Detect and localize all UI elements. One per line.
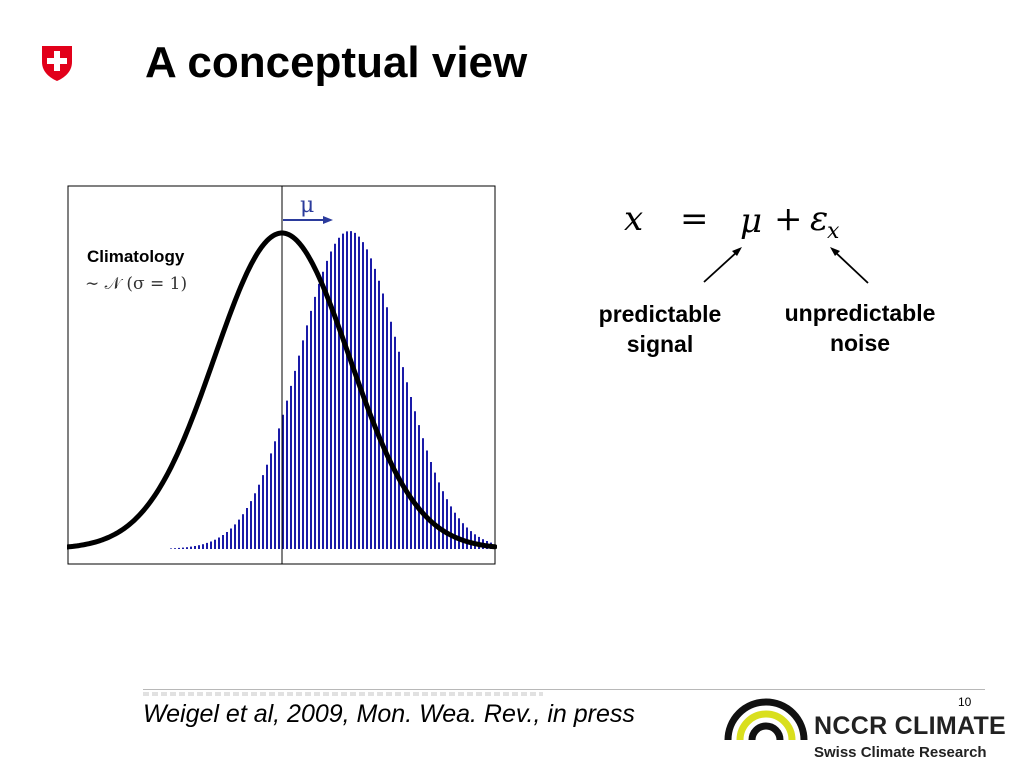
equation-equals: =	[680, 199, 709, 239]
logo-arc-outer	[724, 698, 808, 741]
noise-arrow	[833, 250, 869, 284]
shift-arrow-head	[323, 216, 333, 224]
climatology-label: Climatology	[87, 247, 185, 266]
climatology-curve	[67, 230, 497, 550]
equation-x: x	[624, 199, 643, 239]
conceptual-plot: μ Climatology ∼ 𝒩 (σ = 1)	[67, 185, 497, 565]
signal-arrow	[703, 250, 739, 283]
logo-subtitle: Swiss Climate Research	[814, 744, 987, 761]
page-number: 10	[958, 695, 972, 709]
logo-arc-middle	[736, 710, 796, 741]
equation-mu: μ	[740, 201, 762, 241]
unpredictable-noise-line1: unpredictable	[784, 300, 936, 326]
logo-name: NCCR CLIMATE	[814, 712, 1007, 740]
predictable-signal-line1: predictable	[598, 301, 722, 327]
predictable-signal-line2: signal	[626, 331, 694, 357]
unpredictable-noise-label: unpredictable noise	[770, 298, 950, 358]
annotation-arrows	[703, 247, 869, 284]
signal-arrow-head	[732, 247, 742, 256]
predictable-signal-label: predictable signal	[585, 299, 735, 359]
equation: x = μ + ε x	[624, 199, 840, 244]
equation-subscript: x	[827, 219, 840, 244]
footer-faint-line	[143, 692, 543, 696]
shift-label: μ	[300, 193, 314, 218]
equation-plus: +	[774, 199, 803, 239]
distribution-label: ∼ 𝒩 (σ = 1)	[85, 274, 187, 294]
equation-epsilon: ε	[810, 199, 828, 239]
page-title: A conceptual view	[145, 38, 528, 87]
citation: Weigel et al, 2009, Mon. Wea. Rev., in p…	[143, 700, 635, 728]
forecast-bars	[170, 231, 492, 549]
nccr-logo-icon	[724, 698, 808, 741]
noise-arrow-head	[830, 247, 840, 256]
swiss-shield-icon	[42, 46, 72, 81]
unpredictable-noise-line2: noise	[829, 330, 891, 356]
logo-arc-inner	[748, 722, 784, 741]
footer-divider	[143, 689, 985, 690]
